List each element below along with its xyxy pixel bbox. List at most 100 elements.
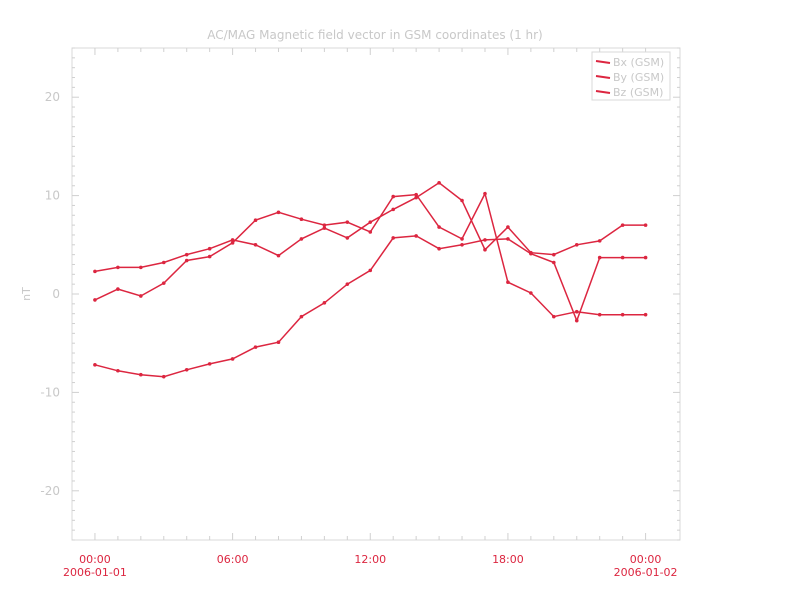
legend-swatch	[595, 90, 611, 94]
data-point	[574, 318, 579, 323]
data-point	[253, 243, 258, 247]
data-point	[253, 218, 258, 222]
data-point	[322, 223, 327, 227]
data-point	[552, 260, 556, 265]
data-point	[322, 226, 327, 230]
x-tick-label: 18:00	[492, 553, 524, 566]
data-point	[93, 363, 97, 367]
data-point	[506, 225, 510, 229]
data-point	[116, 287, 120, 291]
data-point	[643, 312, 648, 317]
y-axis-label: nT	[20, 287, 33, 301]
legend-item-label: Bz (GSM)	[613, 86, 663, 99]
data-point	[460, 237, 464, 241]
data-point	[483, 247, 487, 252]
data-point	[437, 181, 441, 185]
data-point	[116, 265, 120, 270]
data-point	[139, 372, 143, 377]
data-point	[414, 192, 418, 197]
data-point	[529, 291, 533, 295]
data-point	[230, 238, 235, 242]
data-point	[506, 237, 510, 241]
data-point	[184, 252, 189, 257]
data-point	[483, 238, 487, 242]
data-point	[207, 362, 212, 366]
y-tick-label: -20	[40, 484, 60, 498]
data-point	[574, 243, 579, 247]
data-point	[620, 223, 625, 227]
data-point	[322, 301, 327, 305]
data-point	[574, 309, 579, 314]
data-point	[597, 312, 602, 317]
legend-item-label: By (GSM)	[613, 71, 664, 84]
data-point	[643, 255, 648, 260]
data-point	[552, 252, 556, 257]
y-tick-label: 10	[45, 189, 60, 203]
data-point	[483, 191, 487, 196]
data-point	[368, 268, 373, 273]
data-point	[437, 225, 441, 229]
data-point	[391, 236, 396, 240]
plot-frame	[71, 47, 681, 541]
data-point	[93, 269, 97, 274]
data-point	[139, 294, 143, 298]
data-point	[276, 210, 281, 215]
data-point	[299, 217, 304, 222]
data-point	[253, 345, 258, 349]
data-point	[345, 282, 350, 286]
data-point	[620, 255, 625, 260]
data-point	[391, 207, 396, 212]
data-point	[207, 254, 212, 259]
data-point	[299, 314, 304, 319]
chart-title: AC/MAG Magnetic field vector in GSM coor…	[207, 28, 543, 42]
series-group	[93, 181, 648, 379]
legend-swatch	[595, 75, 611, 79]
data-point	[230, 241, 235, 245]
data-point	[506, 280, 510, 284]
x-tick-label: 12:00	[354, 553, 386, 566]
data-point	[345, 236, 350, 240]
data-point	[345, 220, 350, 224]
x-tick-date-label: 2006-01-01	[63, 566, 127, 579]
data-point	[184, 367, 189, 372]
data-point	[643, 223, 648, 227]
y-tick-label: -10	[40, 385, 60, 399]
legend-swatch	[595, 60, 611, 64]
data-point	[597, 239, 602, 243]
x-tick-label: 06:00	[217, 553, 249, 566]
x-tick-label: 00:00	[79, 553, 111, 566]
data-point	[620, 312, 625, 317]
data-point	[184, 258, 189, 263]
data-point	[139, 265, 143, 270]
series-line-1	[94, 181, 646, 273]
data-point	[552, 314, 556, 319]
data-point	[460, 198, 464, 203]
data-point	[529, 251, 533, 256]
data-point	[368, 220, 373, 224]
data-point	[460, 243, 464, 247]
data-point	[437, 246, 441, 251]
data-point	[230, 357, 235, 361]
data-point	[161, 281, 166, 285]
data-point	[207, 246, 212, 251]
data-point	[414, 234, 418, 238]
legend: Bx (GSM) By (GSM) Bz (GSM)	[591, 51, 671, 101]
y-tick-label: 0	[52, 287, 60, 301]
data-point	[161, 260, 166, 265]
data-point	[93, 298, 97, 302]
data-point	[299, 237, 304, 241]
data-point	[276, 340, 281, 345]
data-point	[276, 253, 281, 258]
x-tick-label: 00:00	[630, 553, 662, 566]
y-axis: -20 -10 0 10 20	[40, 47, 680, 541]
data-point	[161, 374, 166, 379]
x-tick-date-label: 2006-01-02	[614, 566, 678, 579]
legend-item-label: Bx (GSM)	[613, 56, 664, 69]
data-point	[391, 194, 396, 199]
data-point	[116, 368, 120, 373]
data-point	[597, 255, 602, 260]
y-tick-label: 20	[45, 90, 60, 104]
data-point	[368, 230, 373, 234]
